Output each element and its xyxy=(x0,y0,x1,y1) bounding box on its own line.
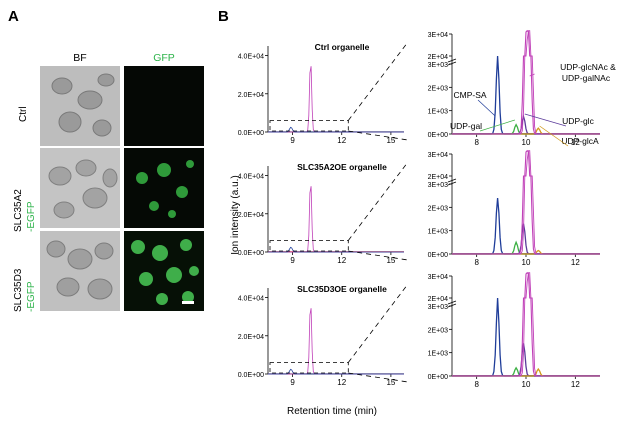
zoom-y-tick-label: 3E+03 xyxy=(428,182,449,189)
annotation-udp-glca: UDP-glcA xyxy=(561,136,599,146)
column-header-bf: BF xyxy=(73,52,87,64)
bf-image-ctrl xyxy=(40,66,120,146)
column-header-gfp: GFP xyxy=(153,52,175,64)
full-y-tick-label: 2.0E+04 xyxy=(238,212,264,219)
zoom-y-tick-label: 1E+03 xyxy=(428,351,449,358)
zoom-series-line xyxy=(452,223,600,255)
zoom-x-tick-label: 12 xyxy=(571,380,580,389)
zoom-y-tick-label: 3E+03 xyxy=(428,62,449,69)
zoom-y-tick-label: 3E+04 xyxy=(428,152,449,159)
annotation-line-udp-glc xyxy=(524,113,567,127)
zoom-box xyxy=(269,120,349,132)
full-series-line xyxy=(268,246,404,253)
annotation-line-udp-gal xyxy=(479,119,516,132)
annotation-udp-galnac: UDP-galNAc xyxy=(562,73,611,83)
full-x-tick-label: 9 xyxy=(290,256,295,265)
full-series-line xyxy=(268,308,404,375)
zoom-y-tick-label: 2E+04 xyxy=(428,54,449,61)
axis-break-mark xyxy=(447,58,457,63)
zoom-y-tick-label: 0E+00 xyxy=(428,132,449,139)
full-y-tick-label: 0.0E+00 xyxy=(238,130,264,137)
zoom-y-tick-label: 1E+03 xyxy=(428,229,449,236)
zoom-connector-top xyxy=(347,283,409,363)
zoom-x-tick-label: 12 xyxy=(571,138,580,147)
zoom-y-tick-label: 2E+04 xyxy=(428,296,449,303)
zoom-x-tick-label: 8 xyxy=(474,138,479,147)
full-x-tick-label: 15 xyxy=(386,378,395,387)
annotation-udp-glc: UDP-glc xyxy=(562,116,594,126)
zoom-box xyxy=(269,362,349,374)
panel-a-letter: A xyxy=(8,8,19,25)
gfp-image-slc35a2 xyxy=(124,148,204,228)
zoom-y-tick-label: 0E+00 xyxy=(428,374,449,381)
zoom-y-tick-label: 0E+00 xyxy=(428,252,449,259)
full-chart-title: Ctrl organelle xyxy=(315,42,370,52)
annotation-line-cmp-sa xyxy=(477,99,496,117)
full-chart-title: SLC35D3OE organelle xyxy=(297,284,387,294)
full-chart-title: SLC35A2OE organelle xyxy=(297,162,387,172)
zoom-y-tick-label: 3E+03 xyxy=(428,304,449,311)
zoom-y-tick-label: 1E+03 xyxy=(428,109,449,116)
full-y-tick-label: 2.0E+04 xyxy=(238,334,264,341)
zoom-connector-top xyxy=(347,41,409,121)
full-y-tick-label: 0.0E+00 xyxy=(238,250,264,257)
axis-break-mark xyxy=(447,178,457,183)
full-y-tick-label: 4.0E+04 xyxy=(238,174,264,181)
zoom-x-tick-label: 10 xyxy=(522,380,531,389)
scale-bar xyxy=(182,301,194,304)
bf-image-slc35d3 xyxy=(40,231,120,311)
zoom-connector-bottom xyxy=(348,372,409,383)
zoom-series-line xyxy=(452,30,600,135)
gfp-image-slc35d3 xyxy=(124,231,204,311)
shared-x-axis-label: Retention time (min) xyxy=(287,406,377,417)
zoom-box xyxy=(269,240,349,252)
full-y-tick-label: 2.0E+04 xyxy=(238,92,264,99)
axis-break-mark xyxy=(447,300,457,305)
full-x-tick-label: 9 xyxy=(290,378,295,387)
full-x-tick-label: 12 xyxy=(337,136,346,145)
annotation-line-udp-glca xyxy=(539,125,569,147)
zoom-connector-bottom xyxy=(348,250,409,261)
full-series-line xyxy=(268,368,404,375)
axis-break-mark xyxy=(447,303,457,308)
full-series-line xyxy=(268,66,404,133)
zoom-y-tick-label: 2E+03 xyxy=(428,85,449,92)
zoom-series-line xyxy=(452,272,600,377)
zoom-y-tick-label: 3E+04 xyxy=(428,274,449,281)
zoom-y-tick-label: 2E+03 xyxy=(428,327,449,334)
axis-break-mark xyxy=(447,181,457,186)
zoom-series-line xyxy=(452,343,600,377)
full-series-line xyxy=(268,186,404,253)
zoom-connector-top xyxy=(347,161,409,241)
zoom-y-tick-label: 3E+04 xyxy=(428,32,449,39)
axis-break-mark xyxy=(447,61,457,66)
full-y-tick-label: 4.0E+04 xyxy=(238,54,264,61)
zoom-series-line xyxy=(452,150,600,255)
full-x-tick-label: 12 xyxy=(337,378,346,387)
gfp-image-ctrl xyxy=(124,66,204,146)
full-y-tick-label: 4.0E+04 xyxy=(238,296,264,303)
annotation-udp-glcnac: UDP-glcNAc & xyxy=(560,62,616,72)
shared-y-axis-label: Ion intensity (a.u.) xyxy=(230,175,241,254)
zoom-x-tick-label: 10 xyxy=(522,138,531,147)
zoom-x-tick-label: 10 xyxy=(522,258,531,267)
zoom-x-tick-label: 12 xyxy=(571,258,580,267)
zoom-x-tick-label: 8 xyxy=(474,258,479,267)
annotation-udp-gal: UDP-gal xyxy=(450,121,482,131)
full-x-tick-label: 9 xyxy=(290,136,295,145)
full-series-line xyxy=(268,126,404,133)
bf-image-slc35a2 xyxy=(40,148,120,228)
full-y-tick-label: 0.0E+00 xyxy=(238,372,264,379)
full-x-tick-label: 15 xyxy=(386,256,395,265)
panel-b-letter: B xyxy=(218,8,229,25)
full-x-tick-label: 12 xyxy=(337,256,346,265)
annotation-line-udp-glcnac xyxy=(529,73,535,77)
zoom-x-tick-label: 8 xyxy=(474,380,479,389)
zoom-y-tick-label: 2E+04 xyxy=(428,174,449,181)
full-x-tick-label: 15 xyxy=(386,136,395,145)
annotation-cmp-sa: CMP-SA xyxy=(453,90,486,100)
zoom-connector-bottom xyxy=(348,130,409,141)
zoom-y-tick-label: 2E+03 xyxy=(428,205,449,212)
